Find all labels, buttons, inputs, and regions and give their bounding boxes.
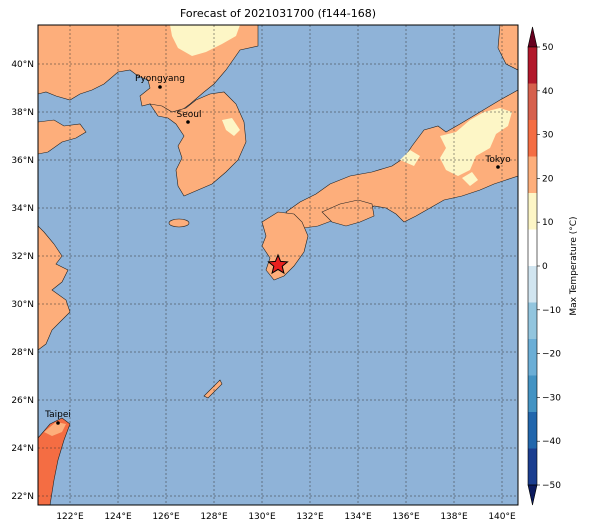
- cool-patch-manchuria: [170, 25, 240, 56]
- land-taiwan: [38, 417, 71, 505]
- city-label-tokyo: Tokyo: [484, 155, 511, 165]
- lon-tick-labels: 122°E 124°E 126°E 128°E 130°E 132°E 134°…: [56, 512, 516, 522]
- lon-tick-126: 126°E: [152, 512, 180, 522]
- city-label-seoul: Seoul: [177, 110, 202, 120]
- land-shikoku: [321, 199, 375, 227]
- city-dot-tokyo: [496, 165, 500, 169]
- cool-patch-honshu-central: [400, 150, 420, 166]
- city-label-pyongyang: Pyongyang: [135, 74, 185, 84]
- cool-patch-korea: [222, 118, 240, 136]
- lon-tick-132: 132°E: [296, 512, 324, 522]
- lon-tick-134: 134°E: [344, 512, 372, 522]
- colorbar-extend-bottom: [527, 484, 538, 506]
- city-pyongyang: Pyongyang: [135, 74, 185, 89]
- colorbar-band: [528, 83, 537, 121]
- city-taipei: Taipei: [44, 410, 71, 425]
- lon-tick-128: 128°E: [200, 512, 228, 522]
- lat-tick-22: 22°N: [11, 492, 34, 502]
- colorbar-label: Max Temperature (°C): [569, 216, 579, 315]
- lat-tick-28: 28°N: [11, 348, 34, 358]
- colorbar-band: [528, 120, 537, 157]
- lat-tick-labels: 40°N 38°N 36°N 34°N 32°N 30°N 28°N 26°N …: [11, 60, 34, 502]
- lat-tick-30: 30°N: [11, 300, 34, 310]
- colorbar: 50 40 30 20 10 0 −10 −20 −30 −40 −50: [527, 26, 561, 506]
- colorbar-tick-label: 0: [542, 262, 548, 272]
- city-dot-pyongyang: [158, 85, 162, 89]
- land-hokkaido: [497, 25, 518, 71]
- land-jeju: [168, 218, 190, 228]
- grid-lines: [38, 25, 518, 505]
- land-shandong: [38, 119, 87, 155]
- colorbar-tick-label: −40: [542, 437, 561, 447]
- colorbar-band: [528, 302, 537, 340]
- cool-patch-honshu-north: [440, 108, 512, 176]
- colorbar-band: [528, 47, 537, 84]
- city-label-taipei: Taipei: [44, 410, 71, 420]
- land-korea: [149, 91, 247, 197]
- map-title: Forecast of 2021031700 (f144-168): [179, 7, 377, 20]
- colorbar-tick-label: −30: [542, 393, 561, 403]
- colorbar-tick-label: −10: [542, 306, 561, 316]
- colorbar-band: [528, 229, 537, 267]
- land-okinawa: [203, 379, 223, 399]
- lon-tick-138: 138°E: [440, 512, 468, 522]
- colorbar-tick-label: 20: [542, 174, 554, 184]
- land-china-south: [38, 225, 71, 351]
- lat-tick-36: 36°N: [11, 156, 34, 166]
- colorbar-extend-top: [527, 26, 538, 48]
- colorbar-tick-label: −50: [542, 481, 561, 491]
- colorbar-tick-label: −20: [542, 350, 561, 360]
- lat-tick-40: 40°N: [11, 60, 34, 70]
- lat-tick-24: 24°N: [11, 444, 34, 454]
- land-taiwan-north: [44, 422, 66, 436]
- colorbar-tick-label: 10: [542, 218, 554, 228]
- lon-tick-130: 130°E: [248, 512, 276, 522]
- colorbar-tick-label: 30: [542, 131, 554, 141]
- colorbar-band: [528, 156, 537, 194]
- colorbar-tick-label: 50: [542, 43, 554, 53]
- colorbar-band: [528, 448, 537, 486]
- lat-tick-26: 26°N: [11, 396, 34, 406]
- lon-tick-136: 136°E: [392, 512, 420, 522]
- lon-tick-140: 140°E: [488, 512, 516, 522]
- lon-tick-122: 122°E: [56, 512, 84, 522]
- lat-tick-34: 34°N: [11, 204, 34, 214]
- colorbar-band: [528, 339, 537, 376]
- colorbar-band: [528, 266, 537, 303]
- colorbar-tick-label: 40: [542, 87, 554, 97]
- lat-tick-32: 32°N: [11, 252, 34, 262]
- city-seoul: Seoul: [177, 110, 202, 124]
- map-frame: [37, 24, 519, 506]
- colorbar-band: [528, 193, 537, 230]
- location-star-marker: [267, 253, 289, 275]
- colorbar-band: [528, 375, 537, 413]
- lon-tick-124: 124°E: [104, 512, 132, 522]
- city-tokyo: Tokyo: [484, 155, 511, 169]
- colorbar-band: [528, 412, 537, 449]
- lat-tick-38: 38°N: [11, 108, 34, 118]
- city-dot-taipei: [56, 421, 60, 425]
- city-dot-seoul: [186, 120, 190, 124]
- cool-patch-honshu-east: [462, 172, 478, 186]
